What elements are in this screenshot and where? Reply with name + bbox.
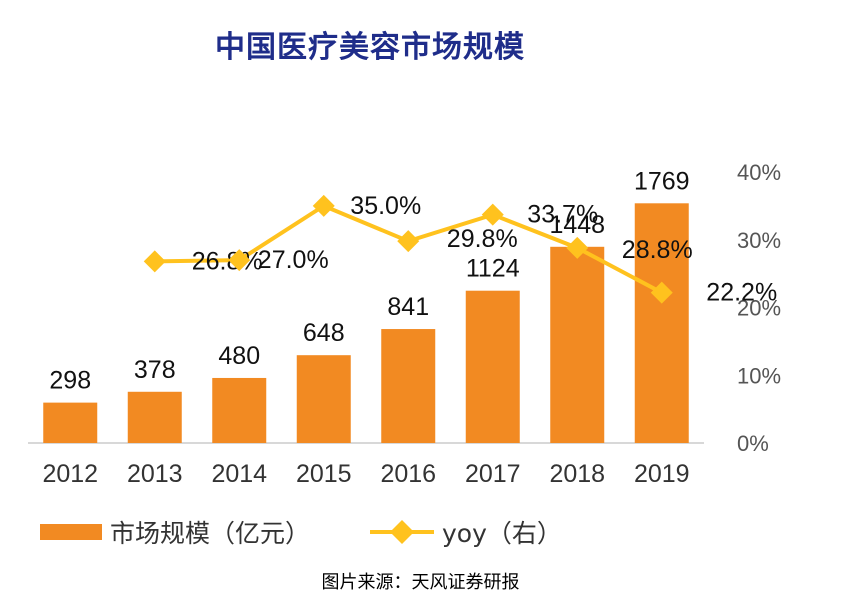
bar-value-label-2019: 1769	[634, 167, 690, 195]
x-tick-label-2017: 2017	[465, 460, 521, 488]
legend-bar-label: 市场规模（亿元）	[110, 519, 311, 548]
legend-line-marker	[390, 520, 415, 544]
bar-2012	[43, 402, 98, 443]
legend-bar-swatch	[40, 524, 102, 540]
bar-value-label-2012: 298	[49, 367, 91, 395]
y-right-tick-40%: 40%	[737, 160, 781, 185]
yoy-value-label-2014: 27.0%	[258, 246, 329, 274]
yoy-marker-2019	[650, 281, 673, 304]
bar-2014	[212, 377, 267, 443]
yoy-marker-2013	[143, 250, 166, 273]
yoy-marker-2015	[312, 194, 335, 217]
bar-value-label-2018: 1448	[549, 211, 605, 239]
yoy-marker-2018	[566, 236, 589, 259]
y-right-tick-30%: 30%	[737, 228, 781, 253]
bar-value-label-2016: 841	[387, 293, 429, 321]
yoy-marker-2014	[228, 249, 251, 272]
bar-2015	[296, 355, 351, 443]
yoy-value-label-2017: 33.7%	[527, 201, 598, 229]
legend-line-swatch	[370, 520, 435, 544]
x-tick-label-2014: 2014	[211, 460, 267, 488]
yoy-value-label-2019: 22.2%	[706, 279, 777, 307]
y-right-tick-0%: 0%	[737, 431, 769, 456]
legend: 市场规模（亿元） yoy（右）	[40, 512, 562, 552]
yoy-value-label-2015: 35.0%	[350, 192, 421, 220]
bar-2018	[550, 246, 605, 443]
bar-2013	[127, 391, 182, 443]
y-right-tick-10%: 10%	[737, 363, 781, 388]
yoy-value-label-2016: 29.8%	[447, 225, 518, 253]
bar-value-label-2014: 480	[218, 342, 260, 370]
source-caption: 图片来源：天风证券研报	[321, 572, 520, 593]
page-title: 中国医疗美容市场规模	[215, 30, 525, 65]
y-right-tick-20%: 20%	[737, 296, 781, 321]
bar-2019	[634, 203, 689, 443]
yoy-marker-2016	[397, 230, 420, 253]
bar-2016	[381, 329, 436, 443]
bar-value-label-2015: 648	[303, 319, 345, 347]
yoy-marker-2017	[481, 203, 504, 226]
bar-value-label-2013: 378	[134, 356, 176, 384]
x-tick-label-2013: 2013	[127, 460, 183, 488]
legend-line-label: yoy（右）	[442, 519, 562, 548]
x-tick-label-2012: 2012	[42, 460, 98, 488]
x-tick-label-2016: 2016	[380, 460, 436, 488]
bar-value-label-2017: 1124	[466, 255, 520, 283]
yoy-value-label-2013: 26.8%	[192, 247, 263, 275]
x-tick-label-2015: 2015	[296, 460, 352, 488]
x-tick-label-2019: 2019	[634, 460, 690, 488]
yoy-value-label-2018: 28.8%	[622, 236, 693, 264]
x-tick-label-2018: 2018	[549, 460, 605, 488]
bar-2017	[465, 290, 520, 443]
